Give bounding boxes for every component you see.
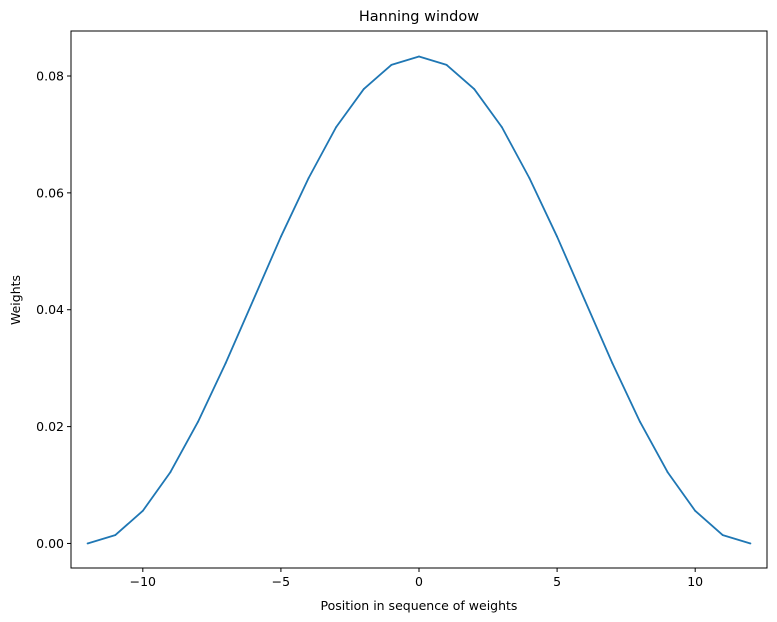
x-axis: −10 −5 0 5 10 [130,568,703,589]
y-tick-label: 0.04 [36,302,64,317]
data-point [445,63,448,66]
y-tick-label: 0.08 [36,68,64,83]
data-point [749,542,752,545]
data-point [169,471,172,474]
data-point [307,177,310,180]
data-point [224,362,227,364]
y-axis-label: Weights [8,275,23,325]
data-point [528,177,531,180]
y-tick-label: 0.00 [36,536,64,551]
data-point [390,63,393,66]
x-tick-label: 0 [415,574,423,589]
y-tick-label: 0.06 [36,185,64,200]
data-point [252,299,255,301]
x-tick-label: −10 [130,574,156,589]
x-tick-label: 10 [687,574,703,589]
data-point [473,88,476,90]
data-point [500,126,503,129]
data-point [114,534,117,537]
data-point [556,235,558,238]
x-axis-label: Position in sequence of weights [321,598,518,613]
x-tick-label: −5 [272,574,290,589]
chart-title: Hanning window [359,9,479,25]
data-point [335,126,338,129]
plot-area [86,55,752,545]
data-point [362,88,365,90]
data-point [418,55,420,58]
data-point [141,509,144,512]
data-point [666,471,669,474]
x-tick-label: 5 [553,574,561,589]
data-point [583,299,586,301]
y-tick-label: 0.02 [36,419,64,434]
data-point [721,534,724,537]
data-point [611,362,614,364]
data-point [197,420,199,423]
data-point [639,420,641,423]
data-point [86,542,89,545]
data-point [694,509,697,512]
y-axis: 0.00 0.02 0.04 0.06 0.08 [36,68,71,551]
data-point [280,235,282,238]
